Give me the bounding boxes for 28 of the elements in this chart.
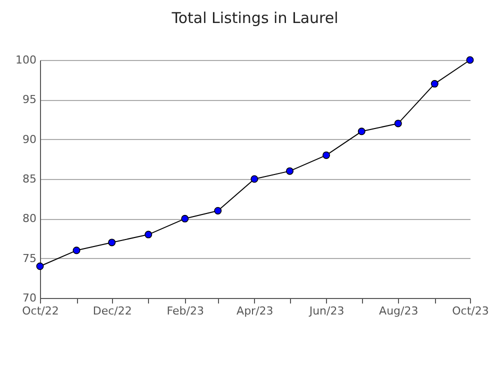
y-tick-label: 95 <box>22 93 36 106</box>
point <box>108 238 116 246</box>
y-tick-label: 100 <box>16 54 36 66</box>
y-tick-label: 75 <box>22 252 36 265</box>
point <box>466 56 474 64</box>
point <box>181 214 189 222</box>
y-tick-label: 80 <box>22 212 36 226</box>
point <box>72 246 80 254</box>
x-tick-label: Aug/23 <box>379 304 418 318</box>
point <box>214 206 222 214</box>
x-tick-label: Dec/22 <box>92 304 132 318</box>
point <box>430 80 438 88</box>
point <box>144 230 152 238</box>
point <box>394 120 402 128</box>
x-tick-label: Jun/23 <box>308 304 344 318</box>
y-tick-label: 90 <box>22 132 36 146</box>
point <box>250 175 258 183</box>
y-tick-label: 70 <box>22 292 36 304</box>
x-tick-label: Feb/23 <box>166 304 204 318</box>
point <box>36 262 44 270</box>
x-tick-label: Apr/23 <box>236 304 274 318</box>
y-tick-label: 85 <box>22 172 36 186</box>
x-tick-label: Oct/23 <box>452 304 489 318</box>
chart-title: Total Listings in Laurel <box>170 9 338 27</box>
point <box>286 167 294 175</box>
point <box>358 128 366 136</box>
point <box>322 151 330 159</box>
x-tick-label: Oct/22 <box>22 304 59 318</box>
